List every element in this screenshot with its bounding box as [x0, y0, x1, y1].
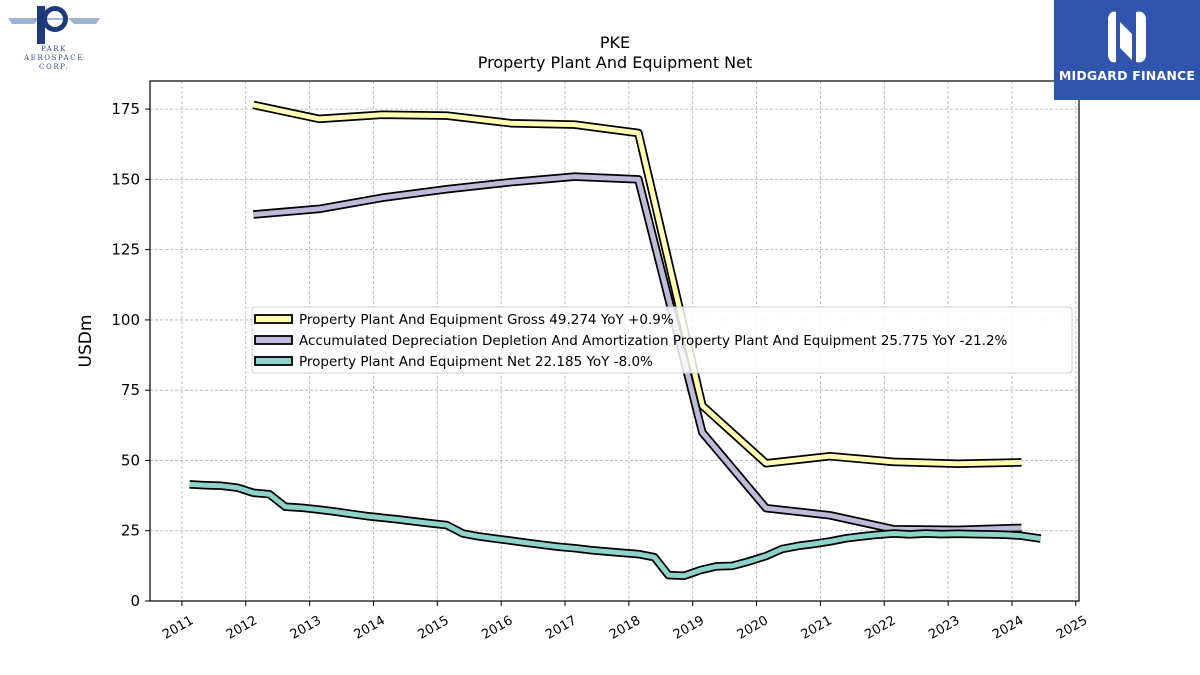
- y-tick-label: 75: [121, 381, 140, 399]
- series-line-1: [252, 102, 1022, 467]
- x-tick-label: 2018: [607, 613, 643, 643]
- legend-swatch-1: [254, 314, 293, 324]
- x-tick-label: 2017: [543, 613, 579, 643]
- y-tick-label: 0: [130, 592, 140, 610]
- x-tick-label: 2023: [926, 613, 962, 643]
- midgard-brand-text: MIDGARD FINANCE: [1058, 68, 1196, 83]
- series-line-outline-3: [189, 480, 1042, 580]
- park-logo-line-1: PARK: [40, 45, 68, 53]
- legend-box: [251, 306, 1073, 374]
- x-tick-label: 2024: [990, 613, 1026, 643]
- park-logo-line-3: CORP.: [39, 63, 69, 71]
- park-logo-line-2: AEROSPACE: [24, 54, 84, 62]
- y-tick-label: 150: [111, 170, 140, 188]
- midgard-finance-logo: MIDGARD FINANCE: [1054, 0, 1200, 100]
- series-line-outline-1: [252, 100, 1022, 469]
- x-tick-label: 2012: [224, 613, 260, 643]
- x-tick-label: 2020: [735, 613, 771, 643]
- x-tick-label: 2015: [415, 613, 451, 643]
- x-tick-label: 2014: [352, 613, 388, 643]
- park-logo-mark-icon: [8, 6, 100, 44]
- x-tick-label: 2016: [479, 613, 515, 643]
- y-tick-label: 50: [121, 451, 140, 469]
- y-tick-label: 25: [121, 522, 140, 540]
- y-tick-label: 125: [111, 241, 140, 259]
- x-tick-label: 2022: [862, 613, 898, 643]
- legend-label-2: Accumulated Depreciation Depletion And A…: [299, 333, 1008, 349]
- x-tick-label: 2011: [160, 613, 196, 643]
- chart-title: PKE: [600, 33, 630, 52]
- x-tick-label: 2025: [1054, 613, 1090, 643]
- y-tick-label: 100: [111, 311, 140, 329]
- legend-swatch-2: [254, 335, 293, 345]
- series-layer: [189, 100, 1042, 580]
- series-line-3: [189, 481, 1042, 579]
- chart-subtitle: Property Plant And Equipment Net: [478, 53, 753, 72]
- legend-label-3: Property Plant And Equipment Net 22.185 …: [299, 354, 653, 370]
- legend-swatch-3: [254, 356, 293, 366]
- x-tick-label: 2019: [671, 613, 707, 643]
- y-axis-label: USDm: [76, 315, 96, 368]
- plot-frame: [149, 80, 1080, 602]
- x-tick-label: 2013: [288, 613, 324, 643]
- legend: Property Plant And Equipment Gross 49.27…: [251, 306, 1073, 374]
- park-aerospace-logo: PARK AEROSPACE CORP.: [2, 2, 102, 76]
- legend-label-1: Property Plant And Equipment Gross 49.27…: [299, 312, 674, 328]
- y-tick-label: 175: [111, 100, 140, 118]
- midgard-logo-mark-icon: [1108, 11, 1146, 63]
- x-tick-label: 2021: [799, 613, 835, 643]
